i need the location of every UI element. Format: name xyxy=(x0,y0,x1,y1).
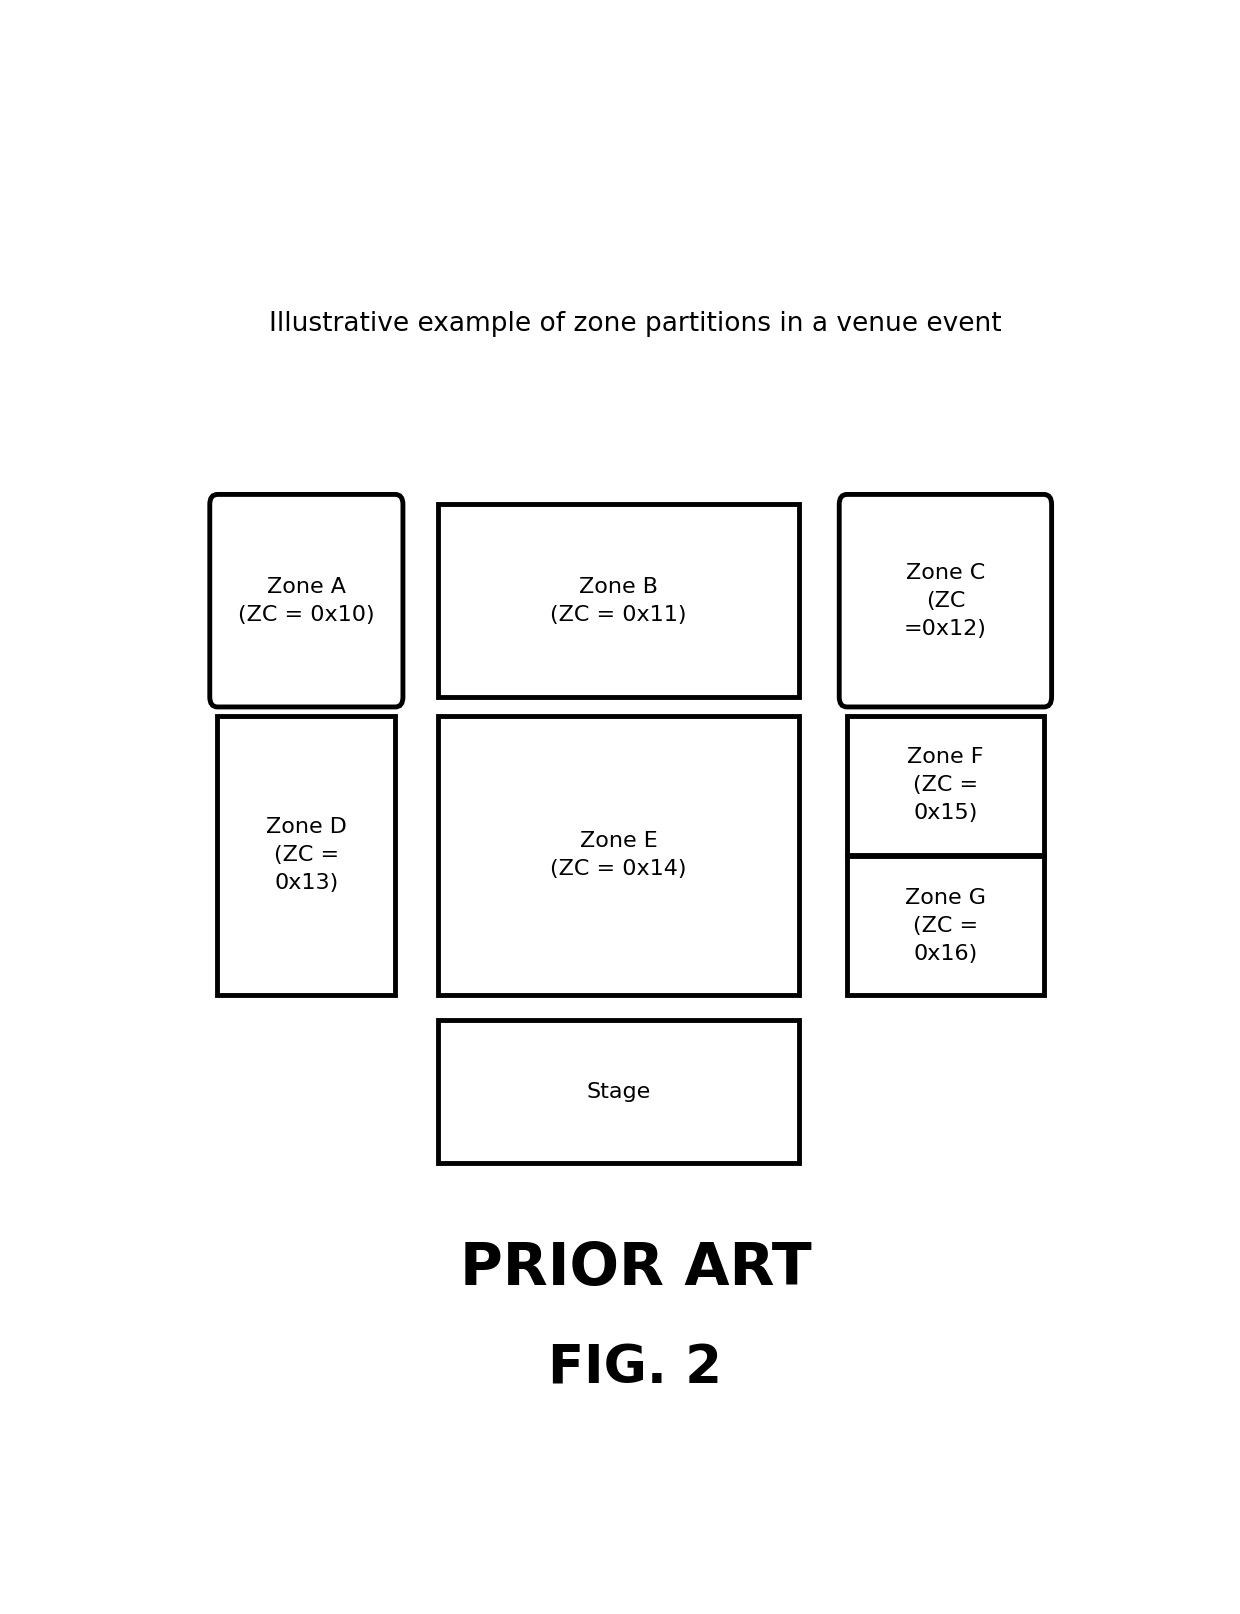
FancyBboxPatch shape xyxy=(210,494,403,707)
FancyBboxPatch shape xyxy=(847,855,1044,996)
Text: Zone C
(ZC
=0x12): Zone C (ZC =0x12) xyxy=(904,563,987,639)
FancyBboxPatch shape xyxy=(439,1020,799,1164)
Text: FIG. 2: FIG. 2 xyxy=(548,1343,723,1394)
FancyBboxPatch shape xyxy=(839,494,1052,707)
FancyBboxPatch shape xyxy=(217,715,396,996)
Text: Zone F
(ZC =
0x15): Zone F (ZC = 0x15) xyxy=(908,747,983,823)
Text: Zone A
(ZC = 0x10): Zone A (ZC = 0x10) xyxy=(238,576,374,625)
FancyBboxPatch shape xyxy=(847,715,1044,855)
Text: Zone E
(ZC = 0x14): Zone E (ZC = 0x14) xyxy=(551,831,687,880)
FancyBboxPatch shape xyxy=(439,504,799,697)
Text: Zone G
(ZC =
0x16): Zone G (ZC = 0x16) xyxy=(905,888,986,964)
Text: Illustrative example of zone partitions in a venue event: Illustrative example of zone partitions … xyxy=(269,312,1002,337)
FancyBboxPatch shape xyxy=(439,715,799,996)
Text: Zone B
(ZC = 0x11): Zone B (ZC = 0x11) xyxy=(551,576,687,625)
Text: Stage: Stage xyxy=(587,1081,651,1102)
Text: PRIOR ART: PRIOR ART xyxy=(460,1240,811,1298)
Text: Zone D
(ZC =
0x13): Zone D (ZC = 0x13) xyxy=(265,817,347,894)
